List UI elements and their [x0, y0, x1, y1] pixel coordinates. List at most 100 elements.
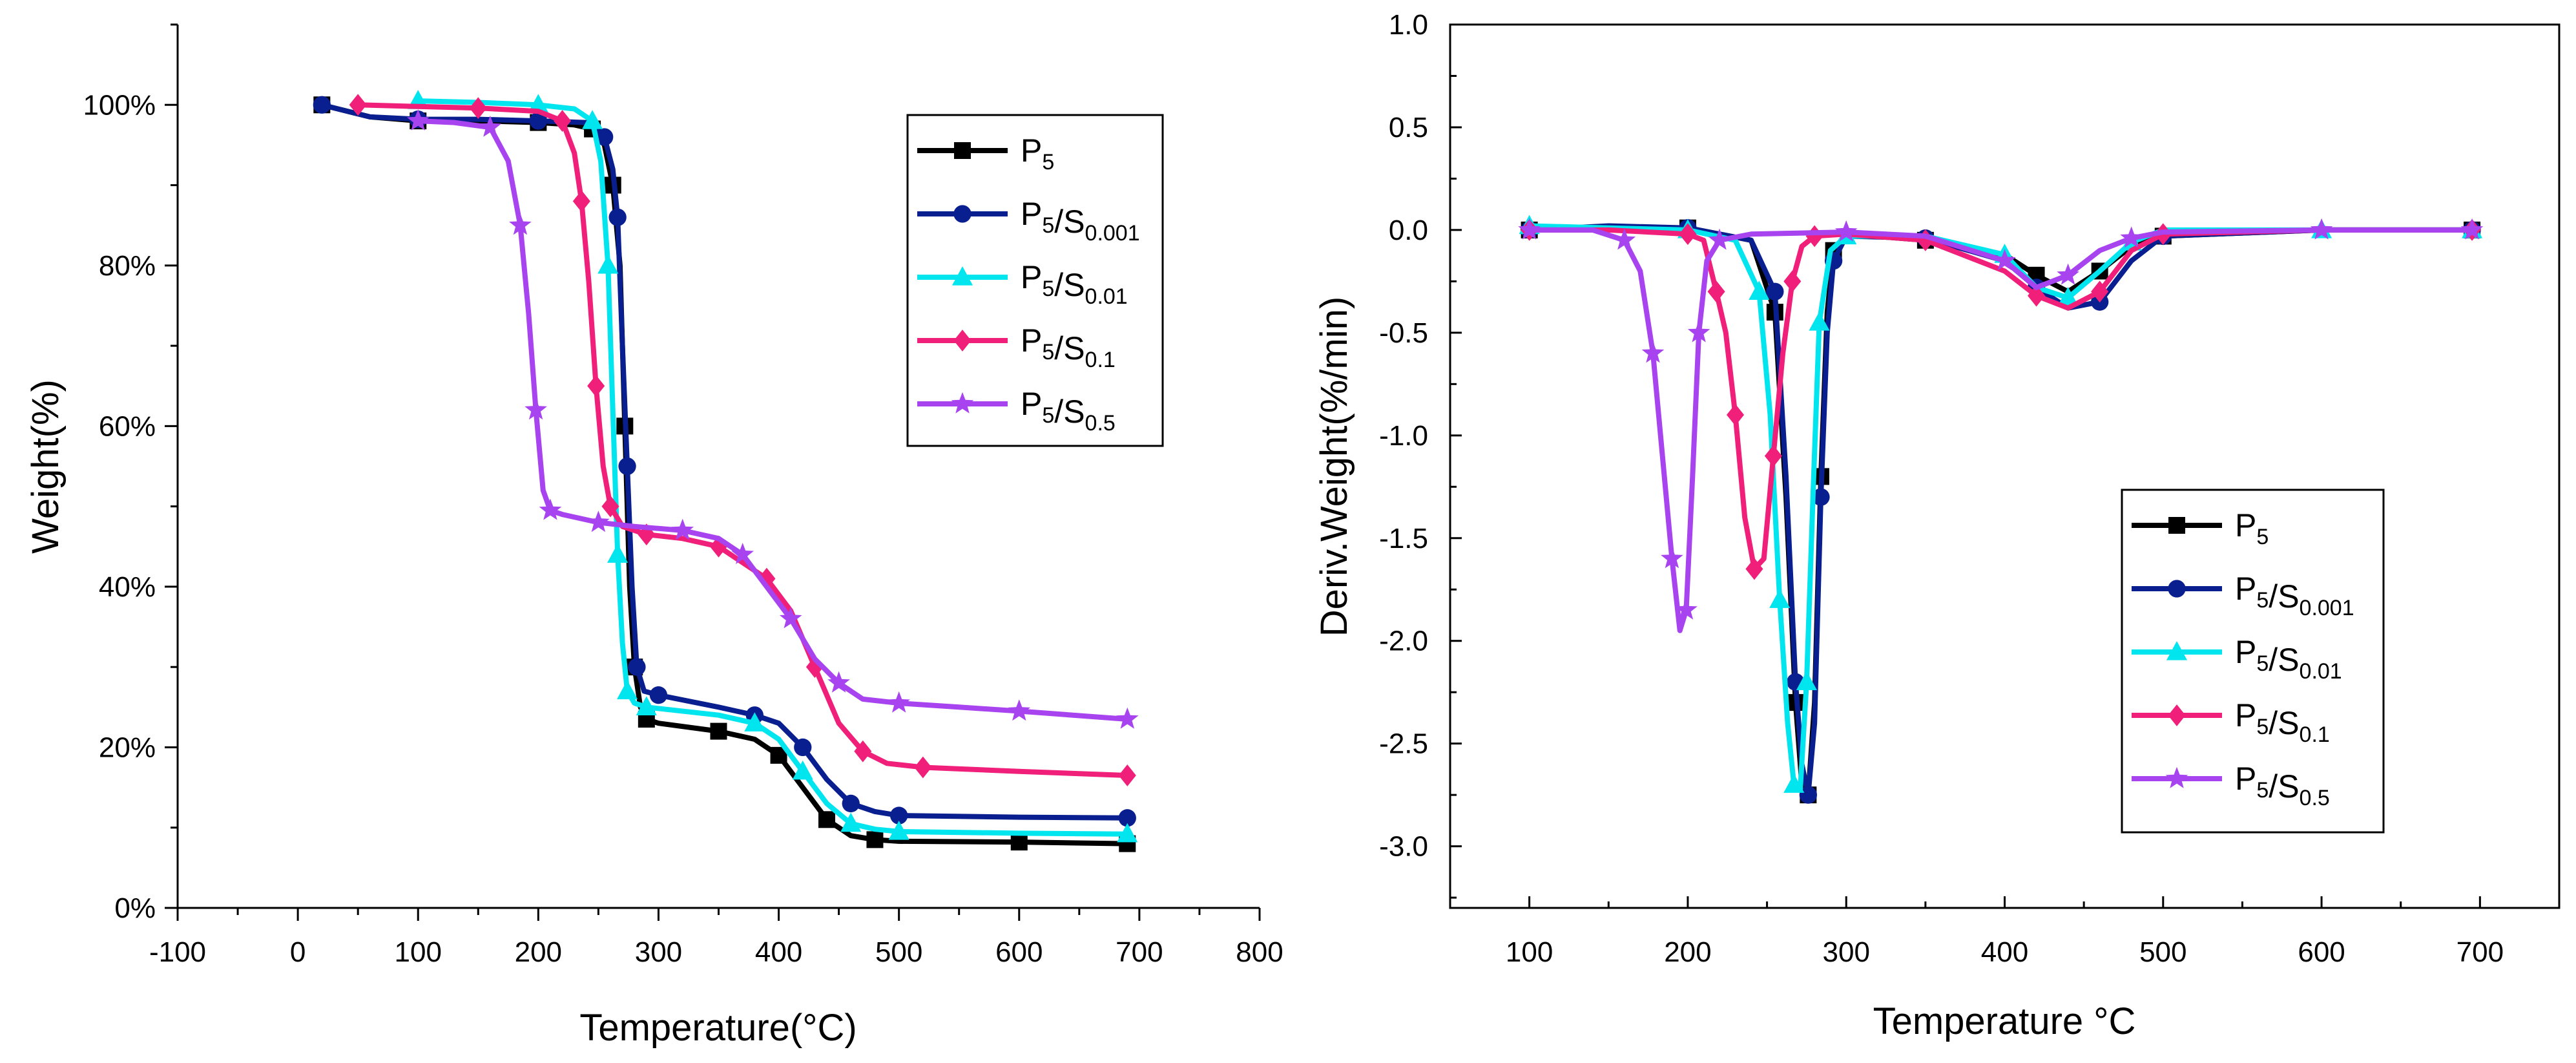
data-point: [2091, 280, 2109, 303]
legend-label-subscript: 0.001: [2300, 596, 2354, 620]
series-p5-s0-001: [313, 96, 1136, 827]
legend-label: P5/S0.001: [2235, 571, 2354, 620]
data-point: [1783, 774, 1805, 793]
y-tick-label: 0%: [114, 892, 156, 924]
series-line: [1526, 223, 2475, 798]
legend-label-part: /: [2269, 578, 2278, 615]
legend-label-part: /: [1054, 394, 1063, 430]
legend-label-part: S: [1063, 394, 1085, 430]
data-point: [1726, 404, 1745, 426]
y-tick-label: -3.0: [1379, 831, 1428, 863]
legend-item: P5/S0.1: [917, 322, 1116, 372]
legend-label: P5/S0.1: [1021, 322, 1116, 372]
data-point: [1749, 280, 1770, 300]
data-point: [313, 96, 331, 114]
legend-label-subscript: 5: [2256, 651, 2269, 676]
legend-label-subscript: 5: [2256, 715, 2269, 739]
data-point: [479, 115, 502, 137]
data-point: [554, 110, 572, 132]
data-point: [792, 760, 813, 780]
legend-label-part: P: [2235, 634, 2256, 670]
data-point: [601, 495, 619, 518]
legend-frame: [2121, 489, 2385, 834]
data-point: [349, 94, 367, 116]
data-point: [1799, 786, 1817, 804]
y-tick-label: -2.5: [1379, 728, 1428, 760]
x-axis-title: Temperature(°C): [579, 1007, 857, 1049]
x-tick-label: -100: [149, 936, 206, 968]
data-point: [710, 722, 727, 740]
x-axis-title: Temperature °C: [1873, 1000, 2136, 1042]
legend-marker: [2168, 580, 2186, 598]
data-point: [618, 457, 636, 476]
data-point: [587, 510, 610, 532]
data-point: [827, 671, 850, 693]
legend-label: P5/S0.5: [2235, 761, 2330, 810]
data-point: [671, 518, 694, 540]
data-point: [890, 806, 908, 825]
legend-marker: [951, 266, 973, 286]
legend-label-subscript: 0.5: [2300, 786, 2330, 810]
legend-label-part: /: [2269, 768, 2278, 805]
data-point: [2057, 286, 2079, 306]
data-point: [1679, 223, 1697, 246]
legend-label-subscript: 5: [1042, 340, 1054, 364]
data-point: [617, 680, 638, 700]
data-point: [1707, 280, 1725, 303]
data-point: [628, 658, 646, 676]
y-tick-label: -1.0: [1379, 420, 1428, 452]
legend-label-part: S: [2278, 768, 2299, 805]
x-tick-label: 600: [2298, 936, 2345, 968]
data-point: [2057, 263, 2079, 285]
data-point: [854, 740, 872, 763]
data-point: [1518, 218, 1541, 240]
legend-label-subscript: 5: [2256, 525, 2269, 549]
y-axis-title: Deriv.Weight(%/min): [1313, 297, 1355, 637]
legend-item: P5/S0.01: [917, 259, 1128, 309]
data-point: [2120, 226, 2143, 248]
data-point: [1708, 228, 1731, 250]
data-point: [525, 398, 547, 420]
legend-marker: [954, 142, 971, 159]
data-point: [1118, 764, 1136, 786]
legend-label-part: P: [2235, 507, 2256, 543]
data-point: [840, 812, 862, 832]
legend-label-part: S: [1063, 204, 1085, 240]
legend-label-part: P: [1021, 259, 1042, 295]
x-tick-label: 800: [1236, 936, 1283, 968]
data-point: [596, 128, 614, 146]
y-tick-label: 20%: [99, 731, 156, 763]
data-point: [1993, 249, 2016, 271]
legend-label: P5/S0.1: [2235, 697, 2330, 747]
legend-label-part: S: [2278, 642, 2299, 678]
legend-label-part: P: [2235, 571, 2256, 607]
y-tick-label: 80%: [99, 250, 156, 282]
legend-item: P5/S0.001: [917, 196, 1140, 246]
legend-label-part: P: [1021, 132, 1042, 169]
legend-label-subscript: 0.01: [2300, 659, 2342, 684]
series-line: [1526, 227, 2475, 633]
legend-marker: [2166, 641, 2188, 660]
legend-item: P5: [2132, 507, 2269, 549]
y-tick-label: 1.0: [1389, 9, 1428, 41]
legend-marker: [2168, 704, 2186, 726]
legend-item: P5/S0.1: [2132, 697, 2330, 747]
legend-marker: [953, 205, 971, 223]
series-p5-s0-5: [1518, 218, 2484, 633]
legend-label-part: /: [1054, 204, 1063, 240]
legend-item: P5/S0.001: [2132, 571, 2354, 620]
legend-frame: [906, 114, 1164, 447]
data-point: [1641, 341, 1665, 363]
series-line: [1526, 223, 2475, 792]
legend-label-subscript: 0.5: [1085, 411, 1116, 436]
legend-label-part: /: [2269, 642, 2278, 678]
data-point: [597, 254, 619, 274]
legend-label-subscript: 5: [2256, 778, 2269, 803]
data-point: [539, 498, 562, 520]
legend-marker: [2168, 517, 2185, 534]
data-point: [1118, 809, 1136, 827]
series-p5-s0-1: [1521, 219, 2481, 580]
series-p5-s0-5: [406, 109, 1139, 729]
data-point: [607, 543, 628, 563]
